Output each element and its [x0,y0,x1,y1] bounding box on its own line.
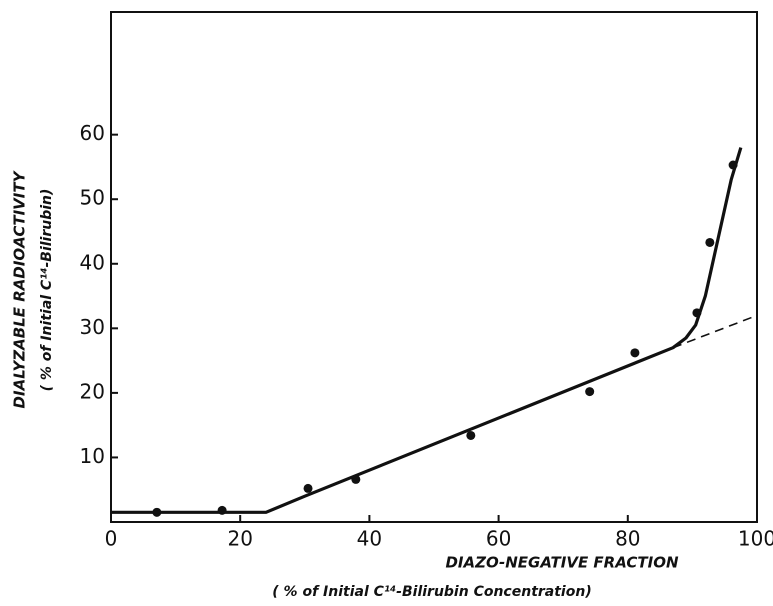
y-tick-label: 40 [80,250,105,274]
y-tick-label: 20 [80,379,105,403]
y-axis-label: DIALYZABLE RADIOACTIVITY [11,169,29,408]
y-tick-label: 30 [80,315,105,339]
fit-line [111,147,743,514]
data-point [466,430,476,440]
dashed-line [672,314,758,349]
data-point [303,483,313,493]
x-tick-label: 40 [357,527,382,551]
y-tick-label: 50 [80,186,105,210]
x-tick-label: 60 [486,527,511,551]
x-tick-label: 20 [227,527,252,551]
y-axis-sublabel: ( % of Initial C¹⁴-Bilirubin) [39,189,55,392]
x-tick-label: 80 [615,527,640,551]
plot-frame [110,11,758,523]
data-point [705,237,715,247]
x-axis-label: DIAZO-NEGATIVE FRACTION [445,554,678,572]
y-tick-label: 60 [80,121,105,145]
data-point [630,348,640,358]
x-tick-label: 0 [105,527,118,551]
x-tick-label: 100 [738,527,773,551]
data-point [585,387,595,397]
x-axis-sublabel: ( % of Initial C¹⁴-Bilirubin Concentrati… [272,584,591,600]
y-tick-label: 10 [80,444,105,468]
